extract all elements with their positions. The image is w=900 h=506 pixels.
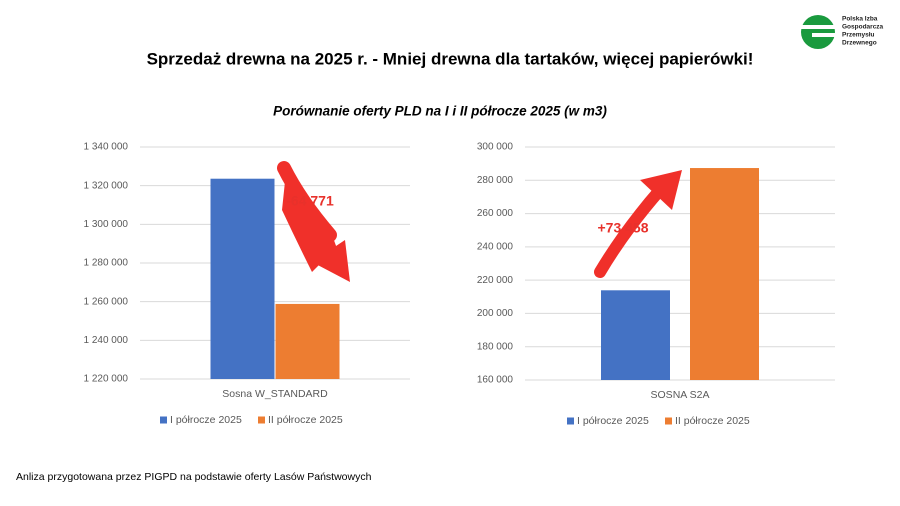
- footer: Anliza przygotowana przez PIGPD na podst…: [16, 471, 372, 483]
- bar: [690, 168, 759, 380]
- y-tick-label: 180 000: [477, 341, 514, 352]
- legend-swatch: [160, 416, 167, 424]
- legend-swatch: [567, 417, 574, 425]
- y-tick-label: 240 000: [477, 241, 514, 252]
- legend-swatch: [258, 416, 265, 424]
- y-tick-label: 280 000: [477, 175, 514, 186]
- title: Sprzedaż drewna na 2025 r. - Mniej drewn…: [147, 49, 754, 68]
- y-tick-label: 1 240 000: [84, 335, 129, 346]
- logo-text: Gospodarcza: [842, 24, 884, 31]
- y-tick-label: 1 260 000: [84, 296, 129, 307]
- x-tick-label: Sosna W_STANDARD: [222, 388, 328, 400]
- legend-swatch: [665, 417, 672, 425]
- logo-text: Drzewnego: [842, 40, 877, 47]
- y-tick-label: 1 300 000: [84, 219, 129, 230]
- y-tick-label: 220 000: [477, 275, 514, 286]
- y-tick-label: 1 320 000: [84, 180, 129, 191]
- y-tick-label: 1 220 000: [84, 374, 129, 385]
- logo-icon: [798, 15, 838, 49]
- bar: [601, 290, 670, 380]
- arrows: [277, 161, 682, 282]
- logo-text: Przemysłu: [842, 32, 875, 39]
- y-tick-label: 1 280 000: [84, 258, 129, 269]
- legend-label: II półrocze 2025: [675, 415, 750, 427]
- y-tick-label: 160 000: [477, 375, 514, 386]
- y-tick-label: 200 000: [477, 308, 514, 319]
- legend-label: II półrocze 2025: [268, 414, 343, 426]
- x-tick-label: SOSNA S2A: [651, 389, 710, 401]
- bar: [210, 178, 275, 379]
- legend-label: I półrocze 2025: [170, 414, 242, 426]
- annotation: +73 458: [598, 220, 649, 236]
- legend-label: I półrocze 2025: [577, 415, 649, 427]
- bar: [275, 303, 340, 379]
- y-tick-label: 260 000: [477, 208, 514, 219]
- annotation: -64 771: [286, 193, 334, 209]
- y-tick-label: 300 000: [477, 142, 514, 153]
- y-tick-label: 1 340 000: [84, 142, 129, 153]
- subtitle: Porównanie oferty PLD na I i II półrocze…: [273, 104, 607, 119]
- logo-text: Polska Izba: [842, 16, 878, 23]
